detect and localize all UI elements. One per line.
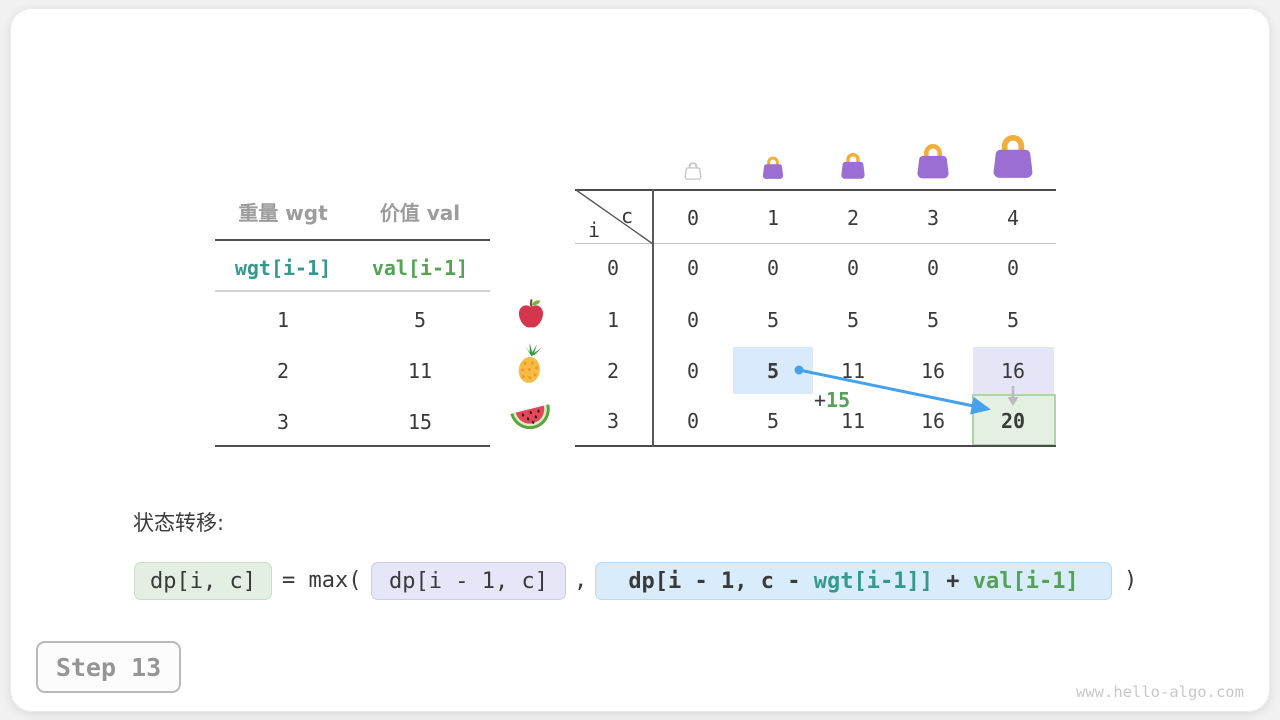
items-col-header-weight: 重量 wgt [238, 200, 328, 225]
formula-separator: , [574, 568, 588, 593]
dp-table-vertical-rule [652, 189, 654, 447]
items-table-bottom-rule [215, 445, 490, 447]
watermark: www.hello-algo.com [1076, 683, 1244, 701]
dp-cell-above: 16 [1000, 359, 1026, 383]
formula-arg2-wgt: wgt[i-1]] [813, 568, 933, 594]
item-weight: 2 [276, 359, 290, 383]
formula-operator: = max( [282, 568, 362, 593]
dp-cell: 5 [926, 308, 940, 332]
dp-cell: 5 [766, 308, 780, 332]
items-formula-val: val[i-1] [371, 256, 469, 280]
dp-row-header: 2 [606, 359, 620, 383]
apple-icon [513, 296, 549, 330]
item-weight: 1 [276, 308, 290, 332]
dp-cell: 0 [686, 359, 700, 383]
dp-cell: 5 [766, 409, 780, 433]
dp-col-header: 2 [846, 206, 860, 230]
item-weight: 3 [276, 410, 290, 434]
step-badge: Step 13 [36, 641, 181, 693]
dp-cell: 0 [926, 256, 940, 280]
formula-arg2-box: dp[i - 1, c - wgt[i-1]] + val[i-1] [595, 562, 1112, 600]
dp-corner-col-var: c [620, 204, 634, 228]
item-value: 15 [407, 410, 433, 434]
items-table-header-rule [215, 239, 490, 241]
item-value: 11 [407, 359, 433, 383]
items-formula-wgt: wgt[i-1] [234, 256, 332, 280]
dp-table-top-rule [575, 189, 1056, 191]
dp-cell-current: 20 [1000, 409, 1026, 433]
bag-capacity-4-icon [988, 130, 1038, 180]
transition-label: 状态转移: [133, 511, 225, 535]
dp-col-header: 3 [926, 206, 940, 230]
bag-capacity-0-icon [683, 160, 703, 180]
dp-cell: 0 [766, 256, 780, 280]
dp-cell: 0 [686, 308, 700, 332]
plus-sign: + [814, 388, 827, 412]
item-value: 5 [413, 308, 427, 332]
formula-arg2-plus: + [932, 568, 973, 594]
dp-col-header: 4 [1006, 206, 1020, 230]
plus-value-annotation: +15 [814, 388, 850, 412]
formula-arg1-box: dp[i - 1, c] [371, 562, 566, 600]
dp-cell: 16 [920, 409, 946, 433]
dp-row-header: 3 [606, 409, 620, 433]
formula-arg2-val: val[i-1] [972, 568, 1079, 594]
formula-arg2-part1: dp[i - 1, c - [628, 568, 814, 594]
watermelon-icon [509, 398, 553, 436]
dp-cell: 16 [920, 359, 946, 383]
dp-cell: 5 [846, 308, 860, 332]
bag-capacity-3-icon [913, 140, 953, 180]
dp-table-header-rule [575, 243, 1056, 245]
dp-cell: 0 [686, 409, 700, 433]
dp-cell: 11 [840, 409, 866, 433]
dp-cell: 0 [686, 256, 700, 280]
dp-row-header: 0 [606, 256, 620, 280]
dp-cell-source: 5 [766, 359, 780, 383]
pineapple-icon [510, 341, 550, 386]
added-value: 15 [826, 388, 851, 412]
dp-corner-row-var: i [587, 218, 601, 242]
items-col-header-value: 价值 val [379, 200, 461, 225]
dp-col-header: 0 [686, 206, 700, 230]
bag-capacity-1-icon [760, 154, 786, 180]
items-table-mid-rule [215, 290, 490, 292]
dp-row-header: 1 [606, 308, 620, 332]
dp-table-bottom-rule [575, 445, 1056, 447]
dp-cell: 0 [846, 256, 860, 280]
formula-lhs-box: dp[i, c] [134, 562, 272, 600]
dp-cell: 5 [1006, 308, 1020, 332]
dp-cell: 11 [840, 359, 866, 383]
dp-cell: 0 [1006, 256, 1020, 280]
dp-col-header: 1 [766, 206, 780, 230]
bag-capacity-2-icon [838, 150, 868, 180]
formula-closing-paren: ) [1124, 568, 1138, 593]
